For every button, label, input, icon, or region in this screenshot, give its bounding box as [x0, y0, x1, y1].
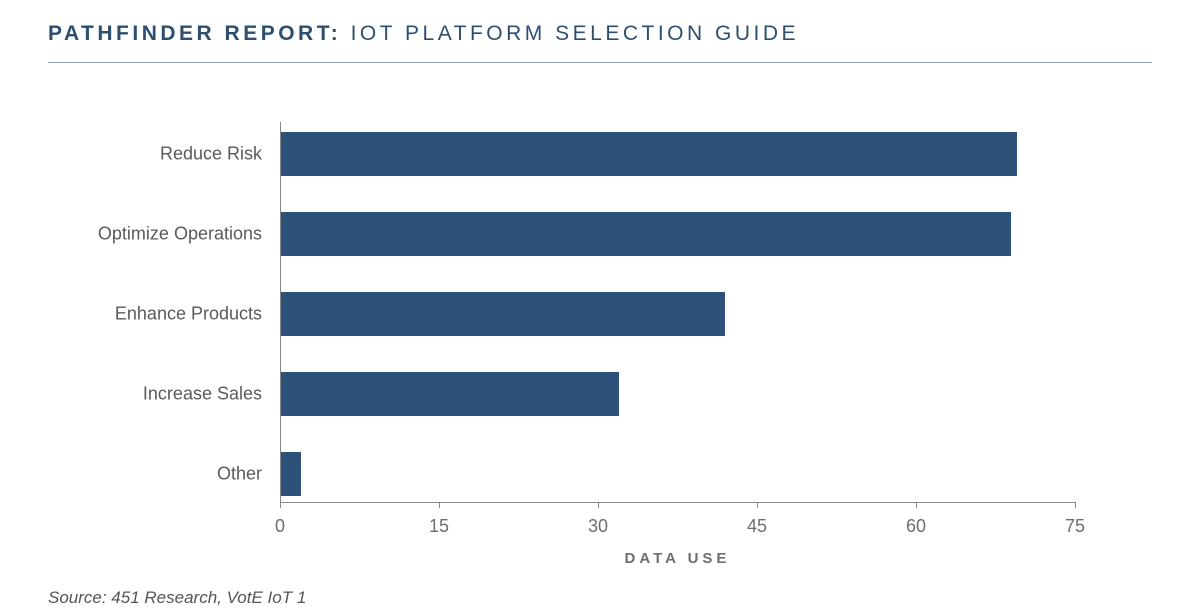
x-tick: [439, 502, 440, 508]
x-tick-label: 60: [906, 516, 926, 537]
x-tick-label: 15: [429, 516, 449, 537]
bar: [281, 452, 301, 496]
title-light: IOT PLATFORM SELECTION GUIDE: [341, 22, 799, 45]
x-tick: [598, 502, 599, 508]
x-tick: [757, 502, 758, 508]
header: PATHFINDER REPORT: IOT PLATFORM SELECTIO…: [0, 0, 1200, 56]
category-label: Optimize Operations: [48, 224, 262, 245]
x-tick-label: 0: [275, 516, 285, 537]
page-title: PATHFINDER REPORT: IOT PLATFORM SELECTIO…: [48, 22, 1200, 46]
x-axis: [280, 502, 1075, 503]
x-tick-label: 30: [588, 516, 608, 537]
bar: [281, 212, 1011, 256]
x-tick: [280, 502, 281, 508]
category-label: Increase Sales: [48, 384, 262, 405]
data-use-chart: 01530456075DATA USE Reduce Risk Optimize O…: [48, 110, 1152, 554]
plot-area: 01530456075DATA USE: [280, 122, 1075, 502]
source-line: Source: 451 Research, VotE IoT 1: [48, 588, 306, 608]
category-label: Enhance Products: [48, 304, 262, 325]
x-axis-label: DATA USE: [625, 550, 731, 567]
header-divider: [48, 62, 1152, 63]
bar: [281, 132, 1017, 176]
title-bold: PATHFINDER REPORT:: [48, 22, 341, 45]
bar: [281, 372, 619, 416]
bar: [281, 292, 725, 336]
x-tick: [916, 502, 917, 508]
x-tick-label: 75: [1065, 516, 1085, 537]
x-tick-label: 45: [747, 516, 767, 537]
page: PATHFINDER REPORT: IOT PLATFORM SELECTIO…: [0, 0, 1200, 614]
category-label: Reduce Risk: [48, 144, 262, 165]
x-tick: [1075, 502, 1076, 508]
category-label: Other: [48, 464, 262, 485]
